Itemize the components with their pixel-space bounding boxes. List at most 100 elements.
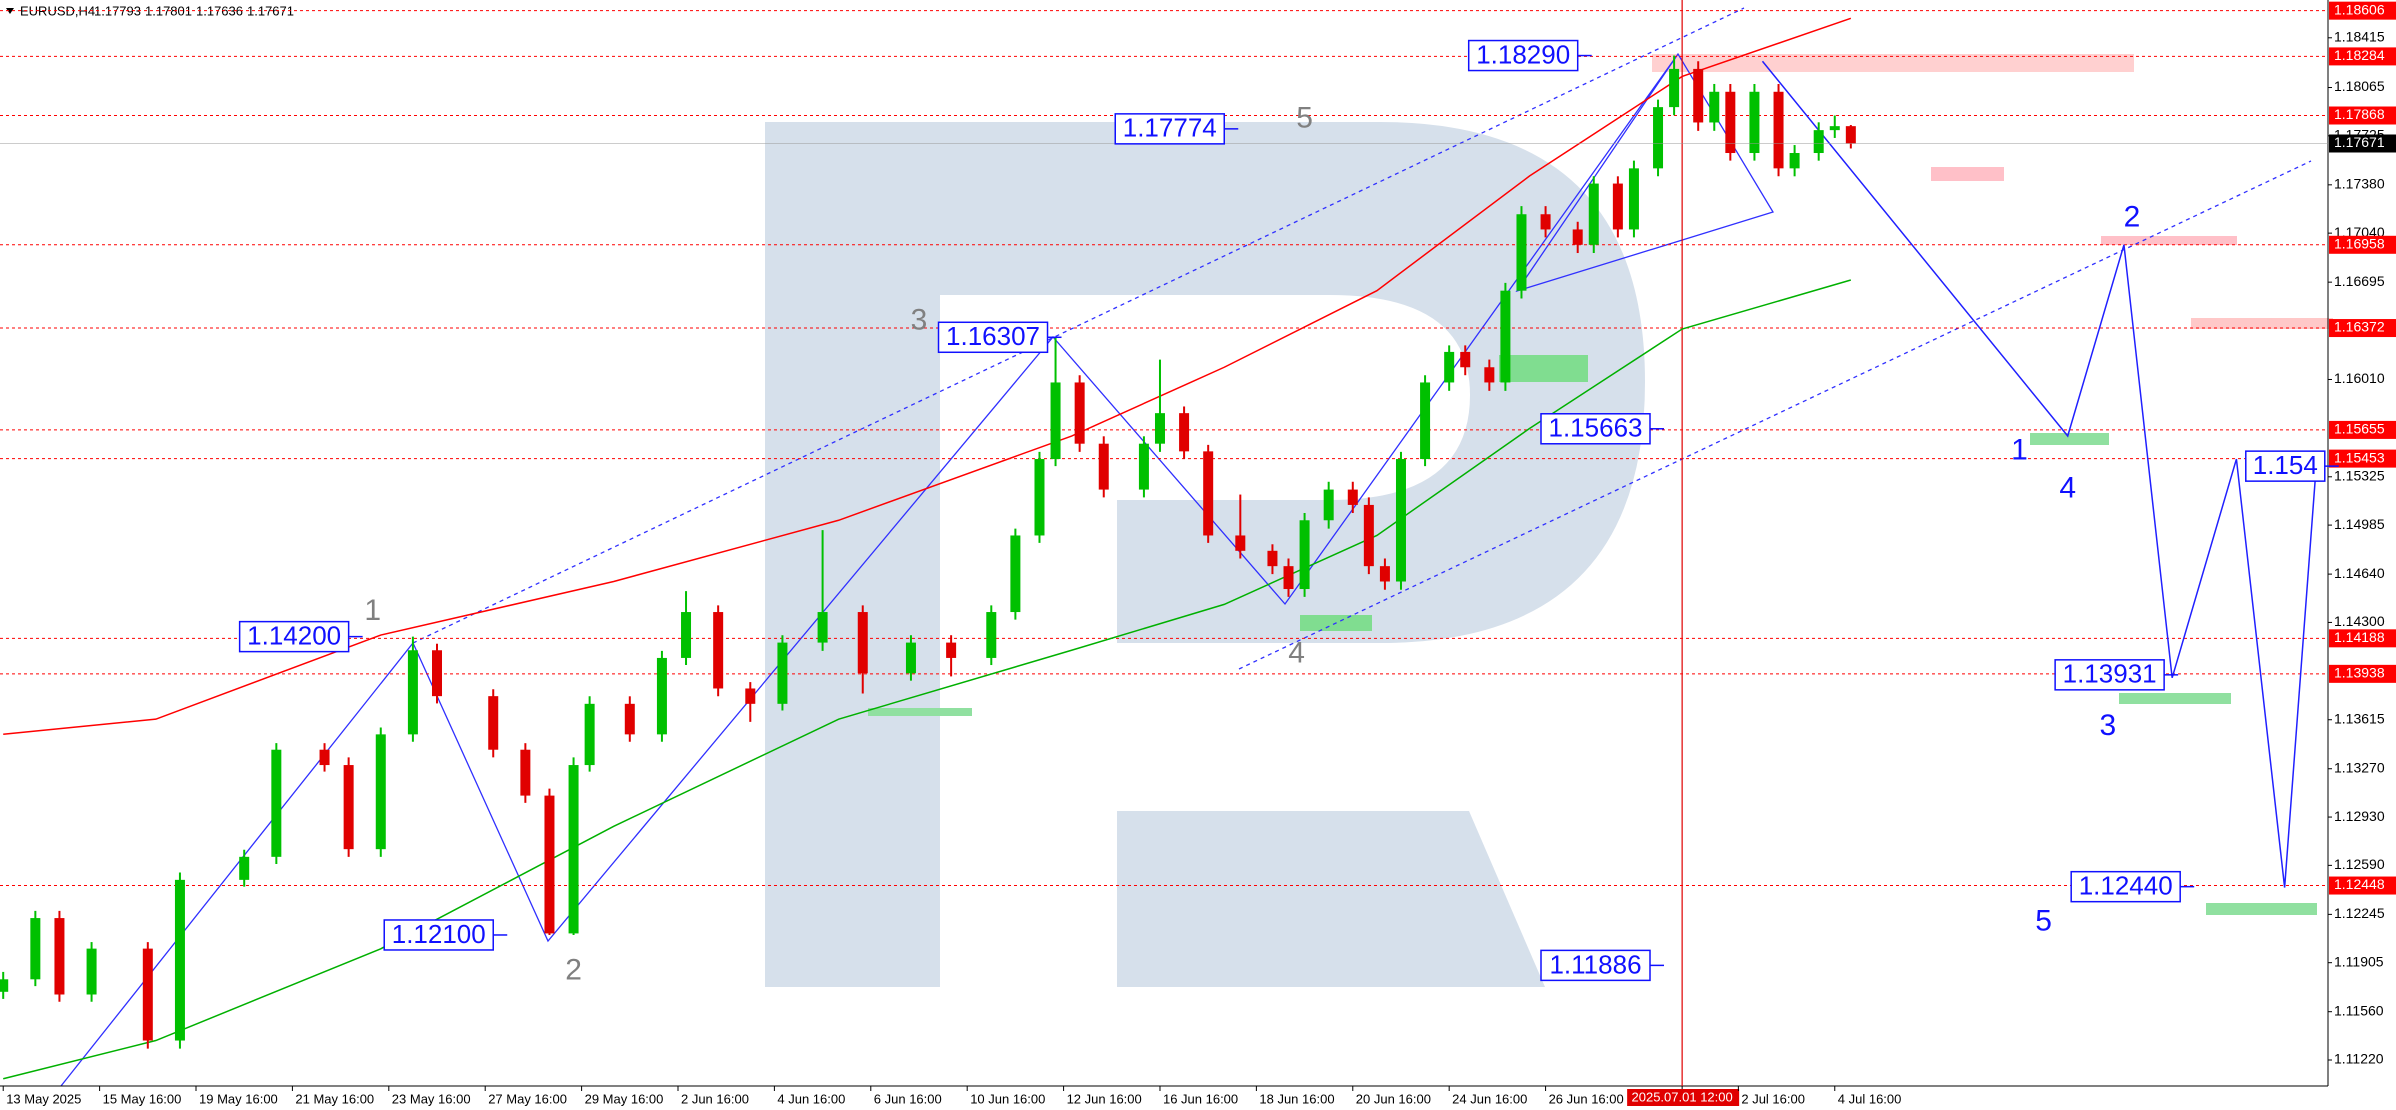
candle-body xyxy=(1460,351,1471,368)
overlay-line xyxy=(1761,60,2318,888)
header-low: 1.17636 xyxy=(196,3,243,18)
support-zone xyxy=(868,708,972,716)
candle-body xyxy=(375,734,386,850)
candle-body xyxy=(1420,382,1431,460)
current-price-bg xyxy=(2329,134,2396,153)
level-label: 1.14188 xyxy=(2334,629,2385,645)
candle-body xyxy=(1283,566,1294,590)
x-tick-label: 16 Jun 16:00 xyxy=(1163,1091,1238,1106)
candle-body xyxy=(1299,520,1310,590)
y-tick-label: 1.16695 xyxy=(2334,273,2385,289)
price-box-label: 1.12440 xyxy=(2079,871,2173,901)
current-price-label: 1.17671 xyxy=(2334,134,2385,150)
x-tick-label: 29 May 16:00 xyxy=(585,1091,664,1106)
x-tick-label: 6 Jun 16:00 xyxy=(874,1091,942,1106)
level-label: 1.18284 xyxy=(2334,47,2385,63)
price-box xyxy=(937,321,1049,354)
x-tick-label: 21 May 16:00 xyxy=(295,1091,374,1106)
price-box-label: 1.15663 xyxy=(1549,413,1643,443)
candle-body xyxy=(0,979,9,992)
candle-body xyxy=(1829,126,1840,131)
candle-body xyxy=(544,795,555,934)
overlay-line xyxy=(3,279,1852,1080)
y-tick-label: 1.12930 xyxy=(2334,808,2385,824)
candle-body xyxy=(905,642,916,674)
support-zone xyxy=(2206,903,2317,915)
level-label-bg xyxy=(2329,1,2396,20)
level-label: 1.17868 xyxy=(2334,106,2385,122)
candle-body xyxy=(1516,214,1527,291)
resistance-zone xyxy=(1931,167,2004,181)
level-label: 1.15453 xyxy=(2334,449,2385,465)
price-box-label: 1.18290 xyxy=(1476,39,1570,69)
candle-body xyxy=(1612,183,1623,230)
highlight-box xyxy=(1627,1089,1740,1106)
level-label-bg xyxy=(2329,106,2396,125)
wave-label: 3 xyxy=(2100,709,2117,742)
y-tick-label: 1.18065 xyxy=(2334,78,2385,94)
price-box xyxy=(1114,113,1225,145)
candle-body xyxy=(946,642,957,658)
level-label: 1.16958 xyxy=(2334,235,2385,251)
wave-label: 5 xyxy=(2035,905,2052,938)
candle-body xyxy=(86,948,97,995)
price-box xyxy=(1467,39,1579,72)
candle-body xyxy=(271,749,282,857)
y-tick-label: 1.13615 xyxy=(2334,710,2385,726)
candle-body xyxy=(1267,550,1278,567)
price-box xyxy=(238,620,350,653)
wave-label: 2 xyxy=(565,954,582,987)
level-label: 1.18606 xyxy=(2334,1,2385,17)
y-tick-label: 1.14300 xyxy=(2334,613,2385,629)
candle-body xyxy=(1138,443,1149,490)
candle-body xyxy=(584,703,595,766)
level-label-bg xyxy=(2329,664,2396,683)
level-label: 1.15655 xyxy=(2334,421,2385,437)
x-tick-label: 19 May 16:00 xyxy=(199,1091,278,1106)
candle-body xyxy=(319,749,330,766)
candle-body xyxy=(1669,68,1680,108)
candle-body xyxy=(343,765,354,850)
candle-body xyxy=(1203,451,1214,536)
x-tick-label: 23 May 16:00 xyxy=(392,1091,471,1106)
header-open: 1.17793 xyxy=(94,3,141,18)
x-tick-label: 18 Jun 16:00 xyxy=(1259,1091,1334,1106)
candle-body xyxy=(1179,413,1190,452)
price-box-label: 1.17774 xyxy=(1123,113,1217,143)
wave-label: 1 xyxy=(364,594,381,627)
candle-body xyxy=(656,657,667,735)
wave-path xyxy=(60,52,1774,1087)
candle-body xyxy=(1653,107,1664,169)
candle-body xyxy=(857,612,868,674)
y-tick-label: 1.16010 xyxy=(2334,370,2385,386)
y-tick-label: 1.14640 xyxy=(2334,565,2385,581)
candle-body xyxy=(1540,214,1551,230)
y-tick-label: 1.12590 xyxy=(2334,856,2385,872)
resistance-zone xyxy=(1652,54,2134,72)
level-label: 1.16372 xyxy=(2334,319,2385,335)
y-tick-label: 1.11905 xyxy=(2334,953,2384,969)
level-label: 1.12448 xyxy=(2334,876,2385,892)
candle-body xyxy=(1845,126,1856,144)
candle-body xyxy=(624,703,635,735)
price-box xyxy=(383,919,494,951)
candle-body xyxy=(568,765,579,934)
price-box xyxy=(2245,450,2326,482)
candle-body xyxy=(1500,290,1511,383)
candle-body xyxy=(1098,443,1109,490)
candle-body xyxy=(1628,168,1639,230)
x-tick-label: 4 Jun 16:00 xyxy=(777,1091,845,1106)
level-label-bg xyxy=(2329,420,2396,439)
candle-body xyxy=(1773,91,1784,169)
zones xyxy=(868,54,2333,915)
candle-body xyxy=(1588,183,1599,245)
y-tick-label: 1.15325 xyxy=(2334,467,2385,483)
watermark-stem xyxy=(765,122,940,987)
overlay-line xyxy=(3,17,1852,735)
x-tick-label: 15 May 16:00 xyxy=(103,1091,182,1106)
candle-body xyxy=(1789,153,1800,169)
candle-body xyxy=(1034,459,1045,536)
symbol: EURUSD,H4 xyxy=(20,3,95,18)
